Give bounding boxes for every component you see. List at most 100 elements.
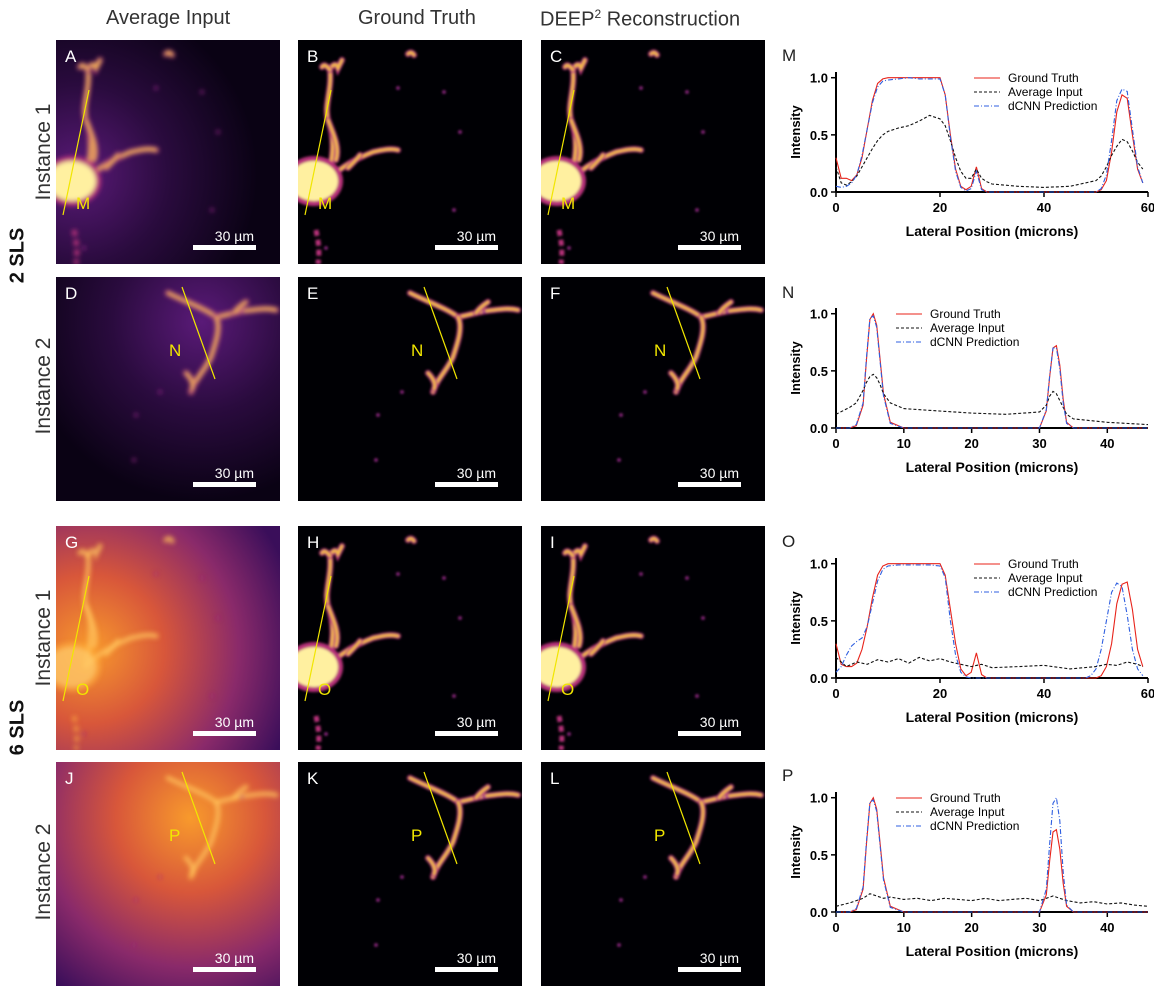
profile-line <box>666 771 701 865</box>
image-panel-c: C M 30 µm <box>541 40 765 264</box>
legend-label: Average Input <box>930 321 1005 335</box>
image-panel-l: L P 30 µm <box>541 762 765 986</box>
panel-background <box>541 762 765 986</box>
series-line-dcnn-prediction <box>836 796 1148 913</box>
neuron-structure <box>132 775 279 947</box>
row-label-instance-1-2sls: Instance 1 <box>32 103 55 201</box>
scale-bar-label: 30 µm <box>699 228 739 244</box>
legend-label: Average Input <box>930 805 1005 819</box>
scale-bar <box>193 482 256 487</box>
scale-bar <box>678 245 741 250</box>
panel-letter: D <box>65 284 78 303</box>
column-heading-average-input: Average Input <box>106 7 231 29</box>
profile-line-label: M <box>561 194 576 213</box>
profile-line-label: M <box>76 194 91 213</box>
x-axis-label: Lateral Position (microns) <box>906 459 1079 475</box>
y-tick-label: 0.0 <box>810 905 828 920</box>
panel-background <box>56 762 280 986</box>
legend-label: Ground Truth <box>930 791 1001 805</box>
y-tick-label: 1.0 <box>810 791 828 806</box>
legend-label: dCNN Prediction <box>930 819 1019 833</box>
neuron-structure <box>374 290 521 462</box>
profile-line-label: N <box>654 341 667 360</box>
y-axis-label: Intensity <box>788 341 803 395</box>
profile-line-label: O <box>561 680 575 699</box>
scale-bar <box>435 245 498 250</box>
micrograph <box>541 40 765 264</box>
profile-line-label: M <box>318 194 333 213</box>
scale-bar-label: 30 µm <box>214 228 254 244</box>
scale-bar <box>193 731 256 736</box>
series-line-average-input <box>835 893 1149 907</box>
scale-bar-label: 30 µm <box>456 950 496 966</box>
image-panel-i: I O 30 µm <box>541 526 765 750</box>
scale-bar-label: 30 µm <box>214 714 254 730</box>
plot-letter-p: P <box>782 766 794 785</box>
micrograph <box>56 277 280 501</box>
row-label-instance-2-6sls: Instance 2 <box>32 823 55 921</box>
scale-bar <box>435 731 498 736</box>
x-tick-label: 40 <box>1100 920 1114 935</box>
panel-letter: A <box>65 47 77 66</box>
x-tick-label: 10 <box>897 436 911 451</box>
micrograph <box>298 40 522 264</box>
panel-background <box>56 277 280 501</box>
scale-bar-label: 30 µm <box>456 465 496 481</box>
series-line-average-input <box>835 114 1144 188</box>
line-plot-m: 0.0 0.5 1.0 0 20 40 60 Lateral Position (micron… <box>788 71 1154 239</box>
legend-label: dCNN Prediction <box>930 335 1019 349</box>
panel-background <box>541 277 765 501</box>
group-label-2sls: 2 SLS <box>6 227 29 284</box>
profile-line <box>304 89 332 216</box>
x-tick-label: 40 <box>1037 200 1051 215</box>
y-tick-label: 1.0 <box>810 307 828 322</box>
legend-label: Average Input <box>1008 85 1083 99</box>
scale-bar <box>435 482 498 487</box>
legend-label: Ground Truth <box>930 307 1001 321</box>
panel-background <box>298 277 522 501</box>
x-tick-label: 30 <box>1032 920 1046 935</box>
legend-label: dCNN Prediction <box>1008 585 1097 599</box>
panel-letter: I <box>550 533 555 552</box>
neuron-structure <box>617 775 764 947</box>
series-line-average-input <box>835 373 1149 426</box>
series-line-ground-truth <box>835 77 1144 193</box>
row-label-instance-1-6sls: Instance 1 <box>32 589 55 687</box>
scale-bar-label: 30 µm <box>699 714 739 730</box>
heading-tail: Reconstruction <box>601 8 741 31</box>
scale-bar-label: 30 µm <box>456 714 496 730</box>
image-panel-f: F N 30 µm <box>541 277 765 501</box>
profile-line <box>181 771 216 865</box>
x-tick-label: 30 <box>1032 436 1046 451</box>
profile-line <box>62 89 90 216</box>
x-axis-label: Lateral Position (microns) <box>906 709 1079 725</box>
profile-line-label: N <box>169 341 182 360</box>
scale-bar-label: 30 µm <box>699 950 739 966</box>
series-line-dcnn-prediction <box>835 77 1144 193</box>
x-axis-label: Lateral Position (microns) <box>906 223 1079 239</box>
profile-line-label: O <box>318 680 332 699</box>
profile-line-label: P <box>169 826 181 845</box>
panel-letter: B <box>307 47 319 66</box>
x-tick-label: 0 <box>832 436 839 451</box>
profile-line <box>423 286 458 380</box>
panel-letter: L <box>550 769 560 788</box>
panel-letter: H <box>307 533 320 552</box>
scale-bar <box>193 967 256 972</box>
profile-line <box>666 286 701 380</box>
panel-letter: F <box>550 284 561 303</box>
profile-line-label: N <box>411 341 424 360</box>
profile-line-label: O <box>76 680 90 699</box>
plot-letter-o: O <box>782 532 796 551</box>
x-tick-label: 40 <box>1100 436 1114 451</box>
y-tick-label: 0.5 <box>810 364 828 379</box>
image-panel-d: D N 30 µm <box>56 277 280 501</box>
scale-bar-label: 30 µm <box>456 228 496 244</box>
neuron-structure <box>298 49 462 264</box>
image-panel-k: K P 30 µm <box>298 762 522 986</box>
series-line-dcnn-prediction <box>836 315 1148 429</box>
profile-line <box>423 771 458 865</box>
scale-bar-label: 30 µm <box>699 465 739 481</box>
image-panel-h: H O 30 µm <box>298 526 522 750</box>
row-label-instance-2-2sls: Instance 2 <box>32 337 55 435</box>
